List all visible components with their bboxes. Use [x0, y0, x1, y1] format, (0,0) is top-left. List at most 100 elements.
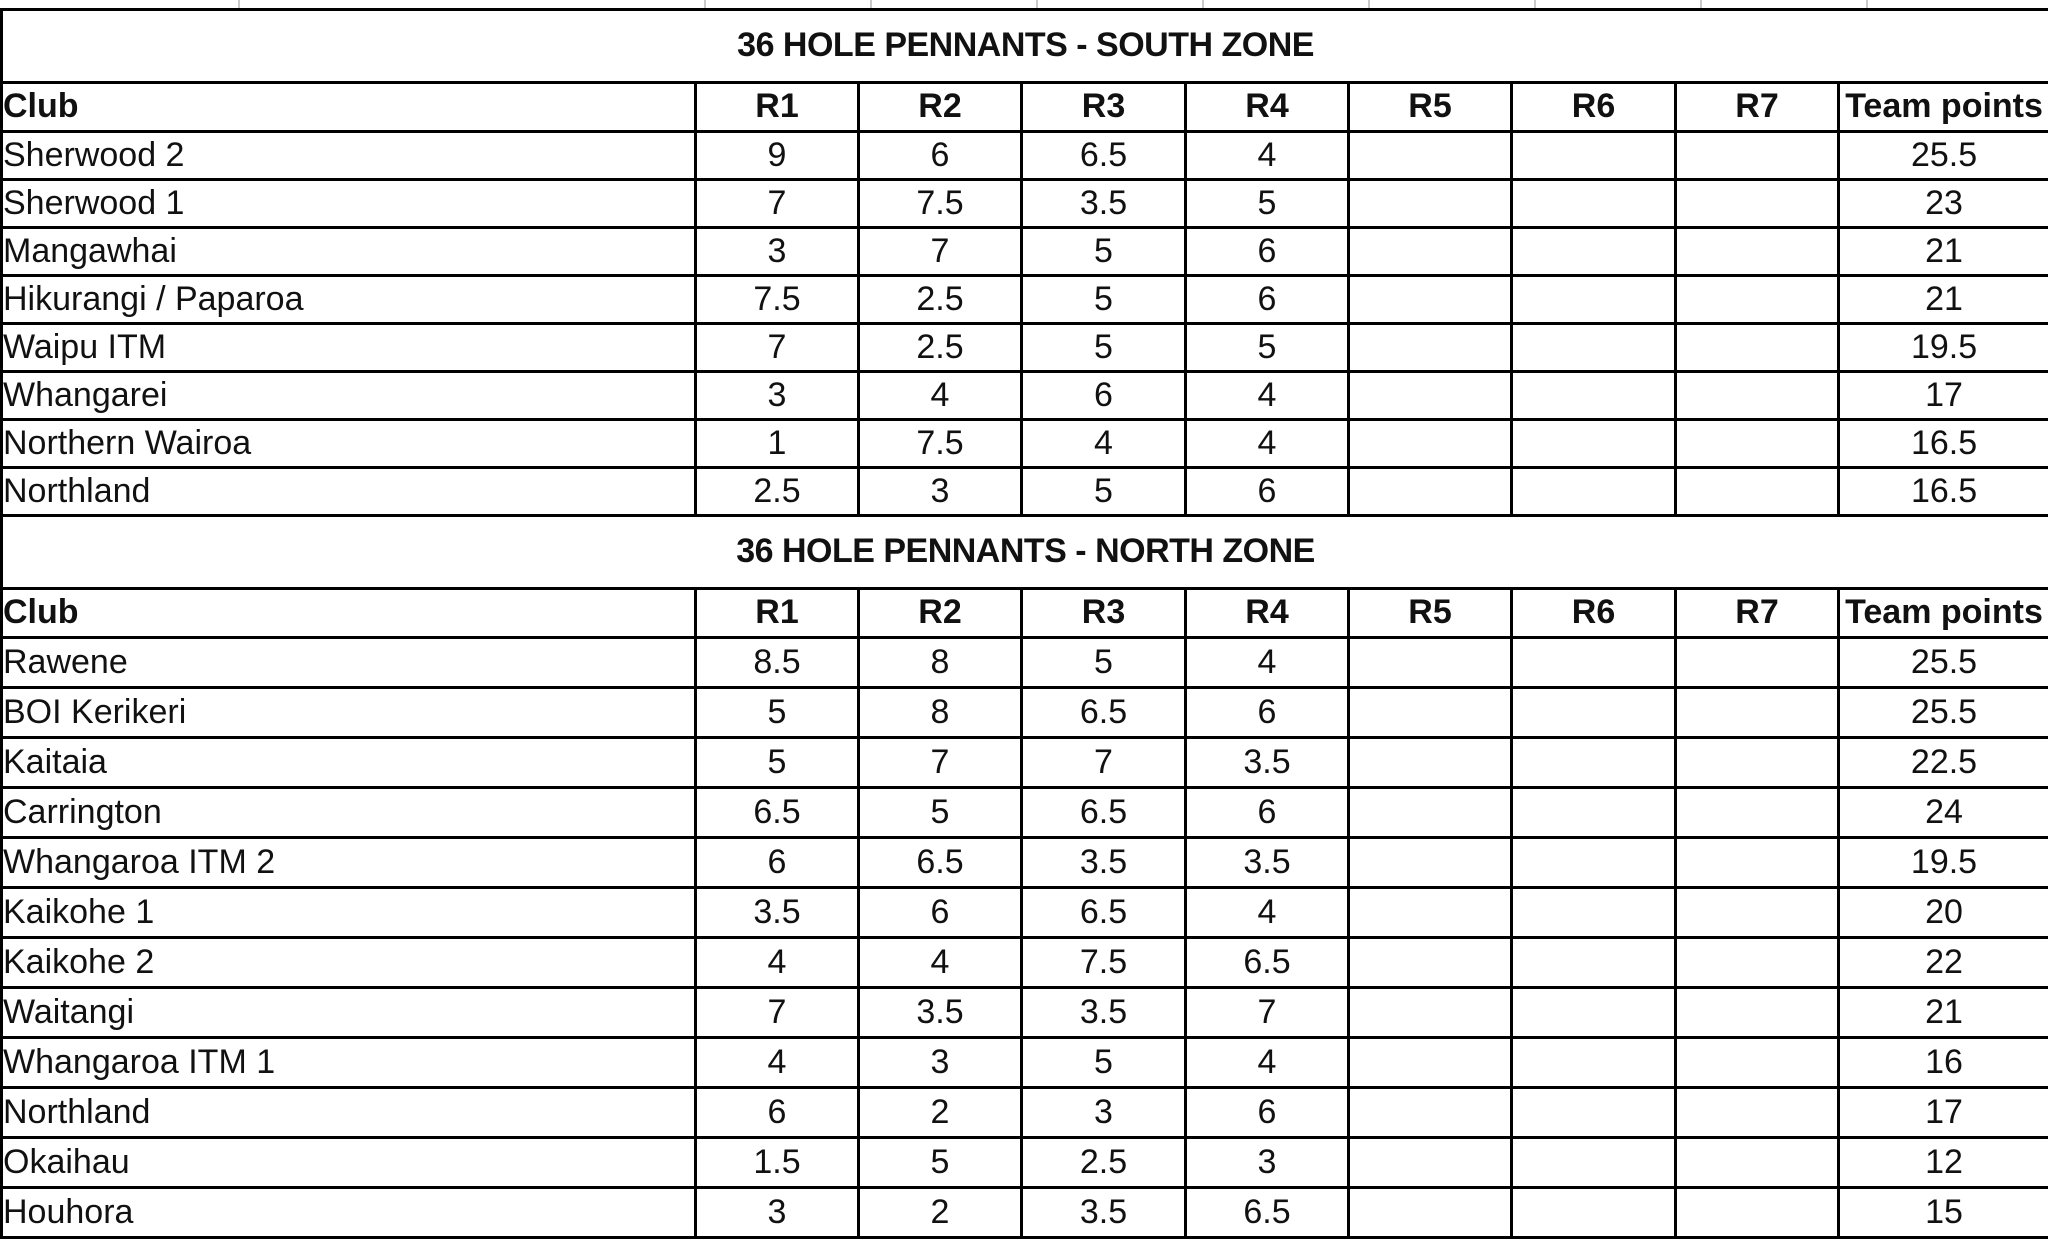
- column-header-r7[interactable]: R7: [1674, 587, 1840, 639]
- score-cell[interactable]: [1510, 226, 1677, 277]
- score-cell[interactable]: [1347, 370, 1513, 421]
- score-cell[interactable]: 6.5: [1184, 936, 1350, 989]
- club-name-cell[interactable]: Kaikohe 1: [0, 886, 697, 939]
- score-cell[interactable]: 4: [1184, 886, 1350, 939]
- score-cell[interactable]: 21: [1836, 986, 2048, 1039]
- column-header-r4[interactable]: R4: [1184, 81, 1350, 133]
- score-cell[interactable]: [1674, 1136, 1840, 1189]
- score-cell[interactable]: [1510, 936, 1677, 989]
- club-name-cell[interactable]: Carrington: [0, 786, 697, 839]
- score-cell[interactable]: 3.5: [694, 886, 860, 939]
- score-cell[interactable]: [1510, 370, 1677, 421]
- score-cell[interactable]: [1510, 786, 1677, 839]
- club-name-cell[interactable]: Sherwood 2: [0, 130, 697, 181]
- score-cell[interactable]: 20: [1836, 886, 2048, 939]
- score-cell[interactable]: [1674, 1186, 1840, 1239]
- club-name-cell[interactable]: Houhora: [0, 1186, 697, 1239]
- score-cell[interactable]: 3.5: [1020, 178, 1187, 229]
- club-name-cell[interactable]: Sherwood 1: [0, 178, 697, 229]
- score-cell[interactable]: 6.5: [694, 786, 860, 839]
- score-cell[interactable]: [1674, 986, 1840, 1039]
- column-header-r5[interactable]: R5: [1347, 587, 1513, 639]
- score-cell[interactable]: 5: [1020, 322, 1187, 373]
- score-cell[interactable]: 6: [1184, 1086, 1350, 1139]
- score-cell[interactable]: [1674, 370, 1840, 421]
- score-cell[interactable]: [1510, 686, 1677, 739]
- score-cell[interactable]: [1510, 1086, 1677, 1139]
- score-cell[interactable]: [1347, 1136, 1513, 1189]
- score-cell[interactable]: 3: [857, 466, 1023, 517]
- score-cell[interactable]: [1347, 418, 1513, 469]
- club-name-cell[interactable]: Hikurangi / Paparoa: [0, 274, 697, 325]
- column-header-club[interactable]: Club: [0, 81, 697, 133]
- score-cell[interactable]: 17: [1836, 1086, 2048, 1139]
- score-cell[interactable]: 7.5: [857, 418, 1023, 469]
- score-cell[interactable]: [1510, 636, 1677, 689]
- score-cell[interactable]: [1510, 178, 1677, 229]
- club-name-cell[interactable]: Whangaroa ITM 1: [0, 1036, 697, 1089]
- score-cell[interactable]: 6.5: [1184, 1186, 1350, 1239]
- score-cell[interactable]: [1510, 274, 1677, 325]
- score-cell[interactable]: 3.5: [1020, 1186, 1187, 1239]
- score-cell[interactable]: 3: [694, 370, 860, 421]
- score-cell[interactable]: 4: [694, 936, 860, 989]
- score-cell[interactable]: 25.5: [1836, 130, 2048, 181]
- score-cell[interactable]: [1674, 178, 1840, 229]
- score-cell[interactable]: 15: [1836, 1186, 2048, 1239]
- score-cell[interactable]: 2: [857, 1086, 1023, 1139]
- score-cell[interactable]: [1347, 466, 1513, 517]
- score-cell[interactable]: [1347, 1186, 1513, 1239]
- score-cell[interactable]: 5: [1020, 274, 1187, 325]
- column-header-r4[interactable]: R4: [1184, 587, 1350, 639]
- score-cell[interactable]: 4: [1184, 130, 1350, 181]
- score-cell[interactable]: 9: [694, 130, 860, 181]
- score-cell[interactable]: 7.5: [1020, 936, 1187, 989]
- score-cell[interactable]: [1674, 936, 1840, 989]
- score-cell[interactable]: [1674, 1086, 1840, 1139]
- score-cell[interactable]: [1347, 1086, 1513, 1139]
- score-cell[interactable]: 4: [1184, 418, 1350, 469]
- column-header-team-points[interactable]: Team points: [1836, 587, 2048, 639]
- score-cell[interactable]: 6.5: [857, 836, 1023, 889]
- score-cell[interactable]: 7: [857, 736, 1023, 789]
- score-cell[interactable]: 6: [1184, 466, 1350, 517]
- club-name-cell[interactable]: Northland: [0, 466, 697, 517]
- column-header-r6[interactable]: R6: [1510, 587, 1677, 639]
- club-name-cell[interactable]: Whangarei: [0, 370, 697, 421]
- column-header-r1[interactable]: R1: [694, 81, 860, 133]
- score-cell[interactable]: [1510, 1036, 1677, 1089]
- score-cell[interactable]: 6: [694, 836, 860, 889]
- score-cell[interactable]: [1674, 1036, 1840, 1089]
- score-cell[interactable]: [1347, 886, 1513, 939]
- score-cell[interactable]: [1510, 322, 1677, 373]
- score-cell[interactable]: 19.5: [1836, 836, 2048, 889]
- score-cell[interactable]: [1347, 226, 1513, 277]
- score-cell[interactable]: 5: [1184, 322, 1350, 373]
- club-name-cell[interactable]: Waipu ITM: [0, 322, 697, 373]
- score-cell[interactable]: 8: [857, 686, 1023, 739]
- score-cell[interactable]: 4: [857, 370, 1023, 421]
- score-cell[interactable]: 2: [857, 1186, 1023, 1239]
- score-cell[interactable]: [1674, 130, 1840, 181]
- score-cell[interactable]: 3.5: [857, 986, 1023, 1039]
- score-cell[interactable]: 5: [694, 736, 860, 789]
- score-cell[interactable]: 5: [1020, 636, 1187, 689]
- score-cell[interactable]: 1: [694, 418, 860, 469]
- score-cell[interactable]: [1510, 886, 1677, 939]
- column-header-r1[interactable]: R1: [694, 587, 860, 639]
- score-cell[interactable]: 6.5: [1020, 130, 1187, 181]
- score-cell[interactable]: [1347, 178, 1513, 229]
- score-cell[interactable]: 7: [694, 986, 860, 1039]
- score-cell[interactable]: [1674, 836, 1840, 889]
- score-cell[interactable]: 16.5: [1836, 466, 2048, 517]
- score-cell[interactable]: [1510, 1136, 1677, 1189]
- score-cell[interactable]: [1510, 986, 1677, 1039]
- score-cell[interactable]: [1674, 466, 1840, 517]
- score-cell[interactable]: 22: [1836, 936, 2048, 989]
- score-cell[interactable]: [1347, 686, 1513, 739]
- score-cell[interactable]: 3: [694, 1186, 860, 1239]
- score-cell[interactable]: 21: [1836, 274, 2048, 325]
- score-cell[interactable]: 6: [1020, 370, 1187, 421]
- score-cell[interactable]: [1347, 986, 1513, 1039]
- score-cell[interactable]: [1674, 418, 1840, 469]
